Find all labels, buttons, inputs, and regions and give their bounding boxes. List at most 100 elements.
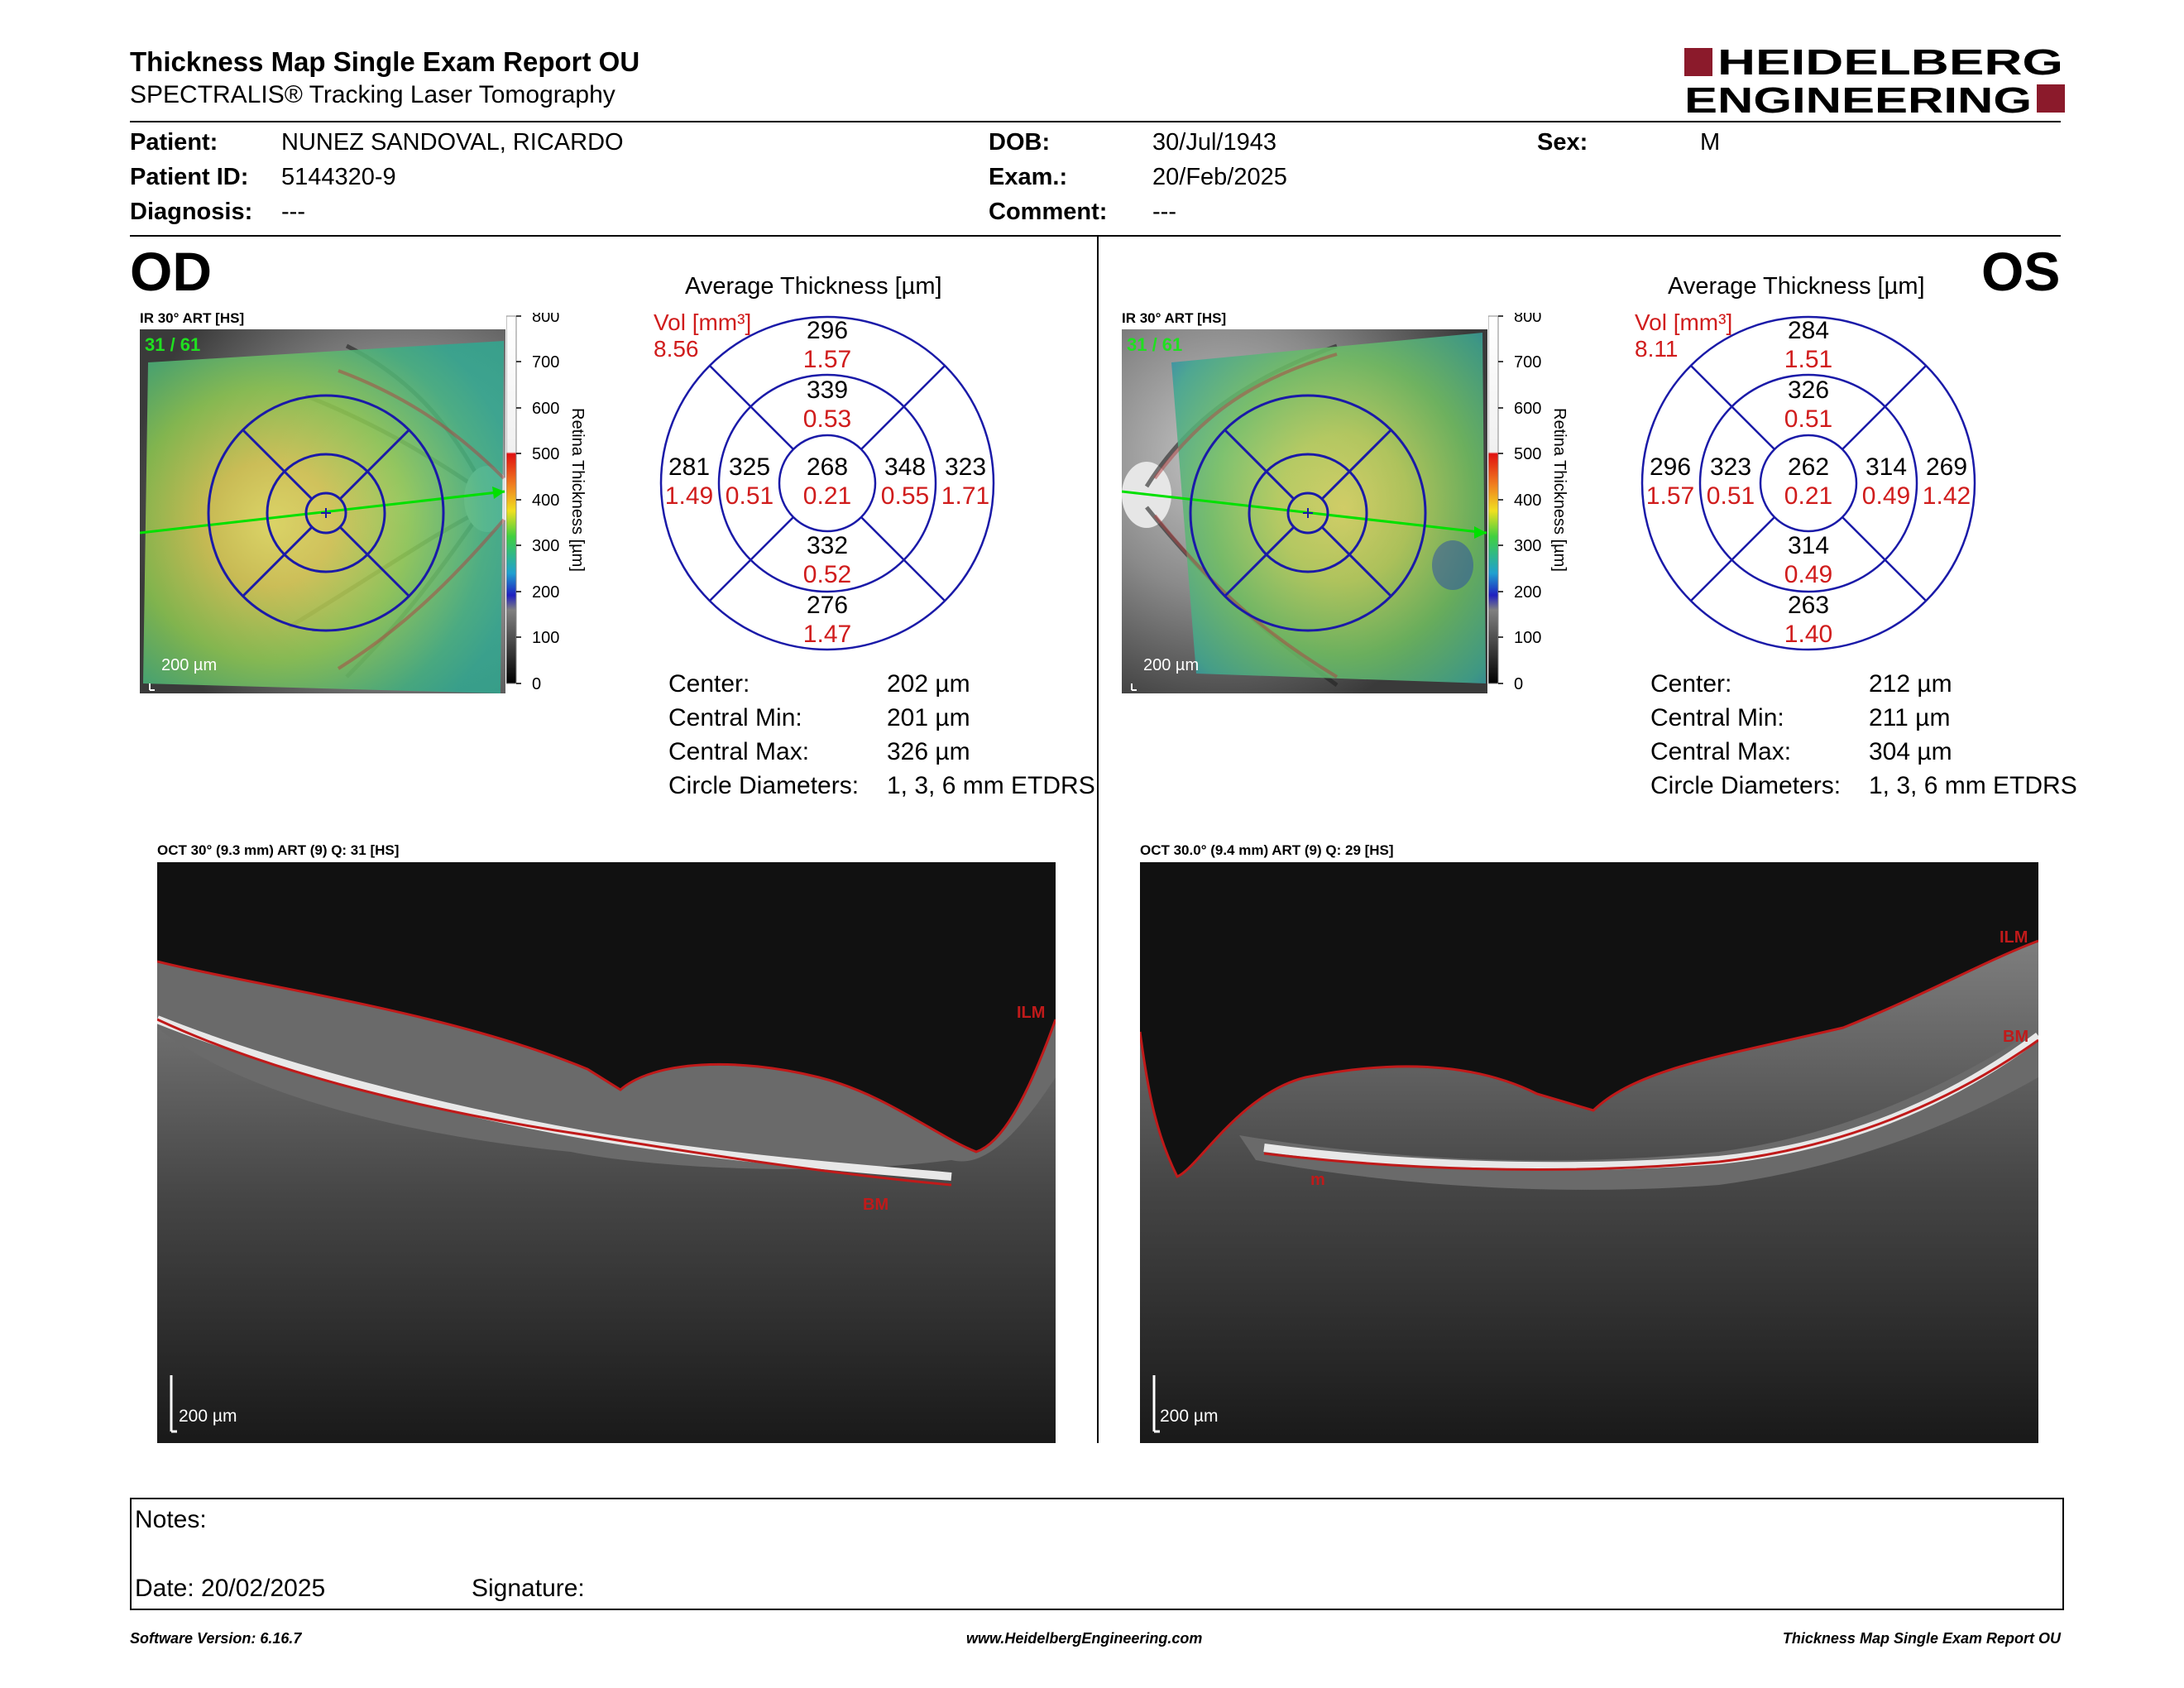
patient-id-label: Patient ID: <box>130 164 249 190</box>
cb-tick-100: 100 <box>1514 629 1541 647</box>
os-center-thick: 262 <box>1788 453 1829 481</box>
od-outer-nasal-thick: 323 <box>945 453 986 481</box>
os-inner-nasal-vol: 0.49 <box>1862 482 1910 510</box>
od-max-label: Central Max: <box>668 738 810 765</box>
cb-tick-600: 600 <box>532 400 559 418</box>
colorbar-od: 800 700 600 500 400 300 200 100 0 Retina… <box>505 308 597 693</box>
cb-tick-0: 0 <box>1514 675 1523 693</box>
od-inner-nasal-vol: 0.55 <box>881 482 929 510</box>
report-title: Thickness Map Single Exam Report OU <box>130 46 640 77</box>
vol-label-od: Vol [mm³] <box>654 309 752 335</box>
os-inner-nasal-thick: 314 <box>1866 453 1907 481</box>
os-outer-inferior-vol: 1.40 <box>1784 621 1832 648</box>
cb-tick-700: 700 <box>1514 353 1541 372</box>
bm-line-os <box>1263 1038 2039 1171</box>
oct-label-od: OCT 30° (9.3 mm) ART (9) Q: 31 [HS] <box>157 842 400 858</box>
dob-label: DOB: <box>989 129 1051 156</box>
sex-value: M <box>1700 129 1721 156</box>
signature-label: Signature: <box>472 1575 585 1602</box>
cb-tick-800: 800 <box>1514 313 1541 326</box>
od-center-vol: 0.21 <box>803 482 851 510</box>
notes-box[interactable] <box>130 1498 2064 1610</box>
od-outer-inferior-thick: 276 <box>807 592 848 619</box>
patient-rule <box>130 235 2061 237</box>
os-max-value: 304 µm <box>1869 738 1952 765</box>
exam-label: Exam.: <box>989 164 1068 190</box>
ilm-line-os <box>1138 939 2039 1178</box>
oct-bscan-od <box>156 862 1057 1443</box>
od-inner-inferior-vol: 0.52 <box>803 561 851 588</box>
avg-title-os: Average Thickness [µm] <box>1668 273 1925 300</box>
os-min-label: Central Min: <box>1650 704 1784 731</box>
od-max-value: 326 µm <box>887 738 970 765</box>
vol-value-od: 8.56 <box>654 336 699 362</box>
od-outer-temporal-vol: 1.49 <box>665 482 713 510</box>
od-outer-nasal-vol: 1.71 <box>941 482 989 510</box>
os-center-value: 212 µm <box>1869 670 1952 698</box>
cb-tick-200: 200 <box>1514 583 1541 602</box>
heidelberg-logo: HEIDELBERG ENGINEERING <box>1684 42 2065 121</box>
od-outer-temporal-thick: 281 <box>668 453 710 481</box>
od-inner-superior-thick: 339 <box>807 376 848 404</box>
patient-id-value: 5144320-9 <box>281 164 396 190</box>
diagnosis-label: Diagnosis: <box>130 199 253 225</box>
od-inner-superior-vol: 0.53 <box>803 405 851 433</box>
od-inner-temporal-thick: 325 <box>729 453 770 481</box>
ir-label-od: IR 30° ART [HS] <box>140 310 245 326</box>
cb-tick-300: 300 <box>532 537 559 555</box>
od-center-label: Center: <box>668 670 750 698</box>
ilm-label-os: ILM <box>2000 928 2028 947</box>
oct-scale-os: 200 µm <box>1160 1407 1219 1426</box>
cb-tick-400: 400 <box>1514 492 1541 510</box>
bm-label-os: BM <box>2003 1028 2029 1046</box>
os-max-label: Central Max: <box>1650 738 1792 765</box>
ilm-label-od: ILM <box>1017 1004 1046 1022</box>
os-outer-superior-thick: 284 <box>1788 317 1829 344</box>
footer-report-name: Thickness Map Single Exam Report OU <box>1782 1630 2061 1647</box>
diagnosis-value: --- <box>281 199 305 225</box>
os-inner-superior-vol: 0.51 <box>1784 405 1832 433</box>
exam-value: 20/Feb/2025 <box>1152 164 1287 190</box>
etdrs-grid-od: 296 1.57 339 0.53 268 0.21 325 0.51 348 … <box>654 309 1001 657</box>
ir-counter-od: 31 / 61 <box>145 334 201 355</box>
report-subtitle: SPECTRALIS® Tracking Laser Tomography <box>130 81 615 108</box>
os-min-value: 211 µm <box>1869 704 1951 731</box>
ir-counter-os: 31 / 61 <box>1127 334 1183 355</box>
cb-tick-800: 800 <box>532 313 559 326</box>
cb-tick-100: 100 <box>532 629 559 647</box>
od-outer-inferior-vol: 1.47 <box>803 621 851 648</box>
oct-bscan-os <box>1138 862 2042 1443</box>
cb-tick-200: 200 <box>532 583 559 602</box>
footer-version: Software Version: 6.16.7 <box>130 1630 302 1647</box>
cb-tick-0: 0 <box>532 675 541 693</box>
od-min-label: Central Min: <box>668 704 802 731</box>
os-outer-temporal-vol: 1.57 <box>1646 482 1694 510</box>
od-center-thick: 268 <box>807 453 848 481</box>
od-inner-inferior-thick: 332 <box>807 532 848 559</box>
vol-value-os: 8.11 <box>1635 336 1679 362</box>
od-inner-temporal-vol: 0.51 <box>726 482 774 510</box>
os-inner-superior-thick: 326 <box>1788 376 1829 404</box>
cb-tick-600: 600 <box>1514 400 1541 418</box>
comment-label: Comment: <box>989 199 1108 225</box>
os-center-label: Center: <box>1650 670 1732 698</box>
footer-website[interactable]: www.HeidelbergEngineering.com <box>966 1630 1203 1647</box>
center-divider <box>1097 237 1099 1443</box>
od-inner-nasal-thick: 348 <box>884 453 926 481</box>
eye-label-od: OD <box>130 241 212 302</box>
ir-scale-od: 200 µm <box>161 656 218 674</box>
etdrs-grid-os: 284 1.51 326 0.51 262 0.21 323 0.51 314 … <box>1635 309 1982 657</box>
od-diam-label: Circle Diameters: <box>668 772 860 799</box>
vol-label-os: Vol [mm³] <box>1635 309 1733 335</box>
patient-value: NUNEZ SANDOVAL, RICARDO <box>281 129 624 156</box>
os-inner-temporal-thick: 323 <box>1710 453 1751 481</box>
eye-label-os: OS <box>1981 241 2061 302</box>
logo-line-2: ENGINEERING <box>1684 80 2032 116</box>
cb-tick-300: 300 <box>1514 537 1541 555</box>
oct-label-os: OCT 30.0° (9.4 mm) ART (9) Q: 29 [HS] <box>1140 842 1394 858</box>
os-outer-nasal-vol: 1.42 <box>1923 482 1971 510</box>
os-outer-temporal-thick: 296 <box>1650 453 1691 481</box>
notes-label: Notes: <box>135 1506 207 1533</box>
cb-tick-500: 500 <box>532 445 559 463</box>
os-outer-inferior-thick: 263 <box>1788 592 1829 619</box>
